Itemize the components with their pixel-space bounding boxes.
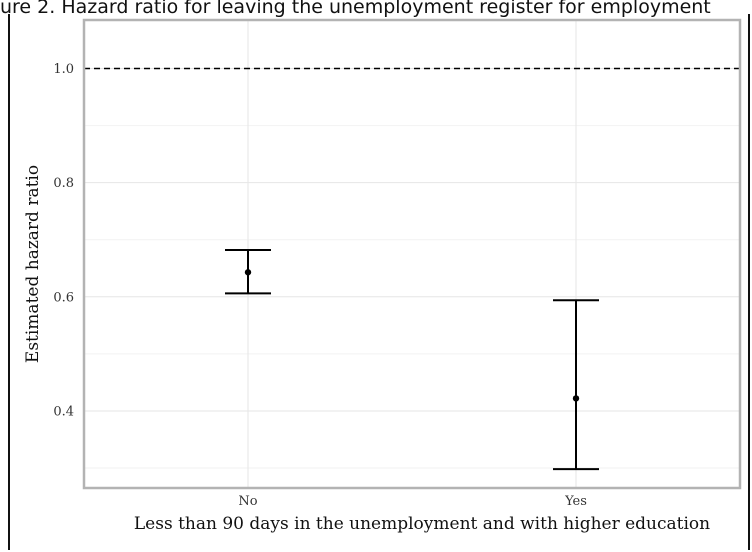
- point-estimate-no: [244, 269, 252, 276]
- y-tick-label: 1.0: [53, 62, 74, 77]
- y-tick-label: 0.4: [53, 404, 74, 419]
- y-axis-title: Estimated hazard ratio: [23, 165, 43, 363]
- x-tick-label-yes: Yes: [564, 494, 587, 509]
- figure-caption-text: ure 2. Hazard ratio for leaving the unem…: [0, 0, 711, 18]
- panel-border: [82, 18, 742, 490]
- x-axis-title: Less than 90 days in the unemployment an…: [134, 514, 710, 534]
- figure-caption: ure 2. Hazard ratio for leaving the unem…: [0, 0, 752, 22]
- x-tick-label-no: No: [238, 494, 257, 509]
- point-estimate-yes: [572, 395, 580, 402]
- y-tick-label: 0.6: [53, 290, 74, 305]
- marks-layer: [225, 249, 599, 471]
- grid-layer: [84, 20, 740, 488]
- tick-layer: 0.4 0.6 0.8 1.0 No Yes: [53, 62, 587, 509]
- figure-frame: [8, 14, 750, 550]
- y-tick-label: 0.8: [53, 176, 74, 191]
